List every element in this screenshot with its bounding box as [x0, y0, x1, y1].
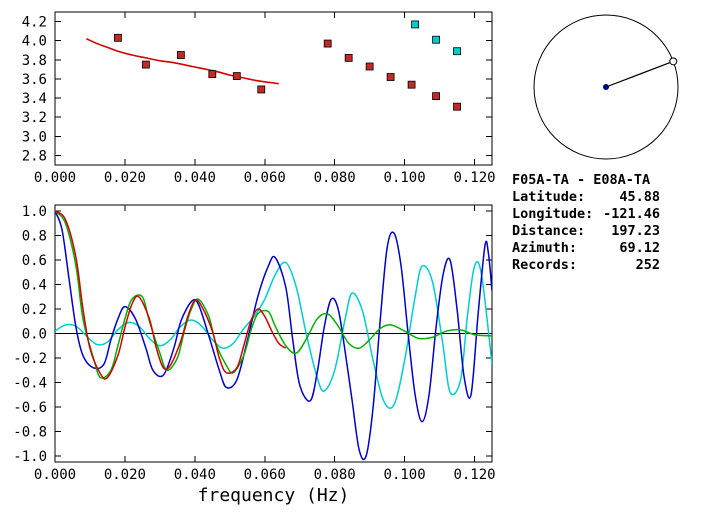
data-point-cyan-measurements[interactable] [432, 35, 440, 44]
info-label-latitude: Latitude: [512, 189, 586, 205]
y-tick-label: 2.8 [22, 148, 47, 164]
info-row-distance: Distance: 197.23 [512, 223, 660, 240]
data-point-red-measurements[interactable] [407, 80, 416, 89]
curve-red-trace [55, 210, 287, 380]
info-value-longitude: -121.46 [603, 206, 660, 222]
info-label-longitude: Longitude: [512, 206, 594, 222]
x-tick-label: 0.040 [174, 170, 216, 186]
info-row-azimuth: Azimuth: 69.12 [512, 240, 660, 257]
station-pair-title: F05A-TA - E08A-TA [512, 172, 651, 188]
data-point-red-measurements[interactable] [232, 72, 241, 80]
x-tick-label: 0.080 [314, 170, 356, 186]
y-tick-label: 0.2 [22, 302, 47, 318]
x-tick-label: 0.080 [314, 467, 356, 483]
x-tick-label: 0.000 [34, 467, 76, 483]
data-point-red-measurements[interactable] [208, 70, 217, 79]
x-tick-label: 0.120 [453, 467, 495, 483]
azimuth-dial [533, 14, 679, 160]
x-tick-label: 0.120 [453, 170, 495, 186]
trace-group [55, 210, 492, 461]
station-info-panel: F05A-TA - E08A-TA Latitude: 45.88 Longit… [512, 172, 660, 274]
info-value-latitude: 45.88 [619, 189, 660, 205]
y-tick-label: -0.4 [13, 375, 47, 391]
data-point-red-measurements[interactable] [114, 33, 122, 42]
y-tick-label: -1.0 [13, 449, 47, 465]
data-point-red-measurements[interactable] [386, 73, 395, 81]
y-tick-label: -0.8 [13, 424, 47, 440]
data-point-red-measurements[interactable] [365, 62, 374, 71]
y-tick-label: 0.0 [22, 327, 47, 343]
y-tick-label: 3.6 [22, 72, 47, 88]
x-axis-label: frequency (Hz) [198, 485, 350, 506]
info-row-latitude: Latitude: 45.88 [512, 189, 660, 206]
azimuth-line [605, 60, 674, 88]
curve-green-trace [55, 210, 492, 379]
info-label-azimuth: Azimuth: [512, 240, 578, 256]
y-tick-label: 3.4 [22, 91, 47, 107]
y-tick-label: -0.6 [13, 400, 47, 416]
data-point-red-measurements[interactable] [432, 92, 440, 101]
y-tick-label: 4.2 [22, 15, 47, 31]
info-label-records: Records: [512, 257, 578, 273]
info-value-records: 252 [635, 257, 660, 273]
center-station-dot [603, 84, 609, 90]
data-point-red-measurements[interactable] [257, 85, 266, 94]
y-tick-label: 3.0 [22, 129, 47, 145]
x-tick-label: 0.020 [104, 170, 146, 186]
x-tick-label: 0.100 [384, 467, 426, 483]
info-value-azimuth: 69.12 [619, 240, 660, 256]
x-tick-label: 0.100 [384, 170, 426, 186]
y-tick-label: 3.8 [22, 53, 47, 69]
y-tick-label: 0.8 [22, 229, 47, 245]
data-point-cyan-measurements[interactable] [411, 20, 419, 29]
info-row-longitude: Longitude: -121.46 [512, 206, 660, 223]
remote-station-marker [669, 57, 678, 66]
info-value-distance: 197.23 [611, 223, 660, 239]
x-tick-label: 0.040 [174, 467, 216, 483]
dial-circle [533, 14, 679, 160]
info-row-records: Records: 252 [512, 257, 660, 274]
data-point-red-measurements[interactable] [344, 54, 353, 62]
y-tick-label: 0.4 [22, 278, 47, 294]
dispersion-plot[interactable]: 0.000 0.020 0.040 0.060 0.080 0.100 0.120 2.8 3.… [0, 0, 510, 198]
x-tick-label: 0.060 [244, 467, 286, 483]
info-label-distance: Distance: [512, 223, 586, 239]
y-tick-label: 1.0 [22, 204, 47, 220]
y-tick-label: -0.2 [13, 351, 47, 367]
correlation-plot[interactable]: 0.000 0.020 0.040 0.060 0.080 0.100 0.120 1.0 0.… [0, 198, 510, 519]
x-tick-label: 0.020 [104, 467, 146, 483]
data-point-red-measurements[interactable] [141, 60, 150, 69]
data-point-red-measurements[interactable] [176, 51, 185, 59]
curve-red-reference-curve [86, 38, 279, 85]
plot-frame [54, 11, 493, 166]
x-tick-label: 0.000 [34, 170, 76, 186]
data-point-red-measurements[interactable] [323, 39, 332, 48]
data-point-cyan-measurements[interactable] [453, 47, 461, 56]
y-tick-label: 3.2 [22, 110, 47, 126]
y-tick-label: 4.0 [22, 34, 47, 50]
y-tick-label: 0.6 [22, 253, 47, 269]
data-point-red-measurements[interactable] [453, 102, 461, 111]
x-tick-label: 0.060 [244, 170, 286, 186]
curve-cyan-trace [55, 260, 492, 409]
